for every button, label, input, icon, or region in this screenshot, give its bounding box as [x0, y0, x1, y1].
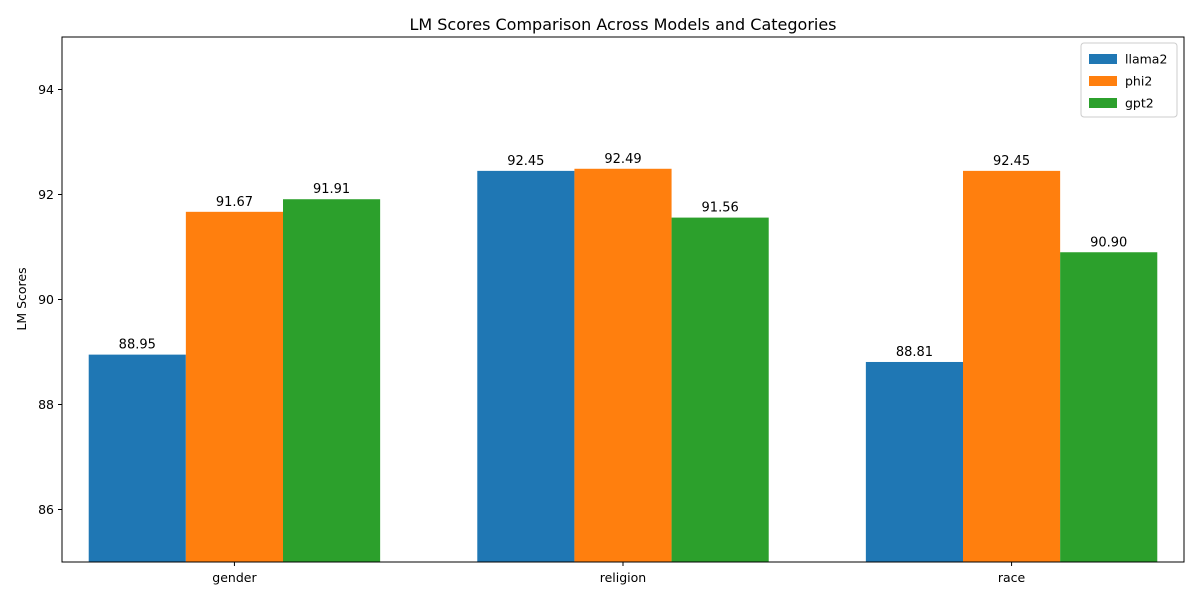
legend-swatch-phi2	[1089, 76, 1117, 86]
legend-label-gpt2: gpt2	[1125, 96, 1154, 111]
y-tick-label: 90	[38, 292, 54, 307]
value-label-llama2-race: 88.81	[896, 345, 933, 360]
y-tick-label: 88	[38, 397, 54, 412]
value-label-gpt2-religion: 91.56	[702, 201, 739, 216]
x-tick-label-religion: religion	[600, 570, 646, 585]
bar-llama2-religion	[477, 170, 575, 562]
bar-gpt2-gender	[283, 199, 381, 562]
y-axis: 86 88 90 92 94	[38, 82, 62, 517]
value-label-phi2-race: 92.45	[993, 154, 1030, 169]
plot-frame	[61, 36, 1185, 563]
value-label-phi2-gender: 91.67	[216, 195, 253, 210]
x-axis: gender religion race	[212, 562, 1026, 585]
y-tick-label: 94	[38, 82, 54, 97]
bars-layer	[88, 168, 1158, 562]
chart-title: LM Scores Comparison Across Models and C…	[409, 15, 836, 34]
value-label-llama2-religion: 92.45	[507, 154, 544, 169]
legend-label-llama2: llama2	[1125, 52, 1167, 67]
bar-phi2-gender	[185, 211, 283, 562]
bar-llama2-gender	[88, 354, 186, 562]
value-label-gpt2-gender: 91.91	[313, 182, 350, 197]
x-tick-label-gender: gender	[212, 570, 257, 585]
value-label-gpt2-race: 90.90	[1090, 235, 1127, 250]
legend-swatch-llama2	[1089, 54, 1117, 64]
value-labels-layer: 88.95 92.45 88.81 91.67 92.49 92.45 91.91 91.56…	[119, 152, 1128, 360]
legend-swatch-gpt2	[1089, 98, 1117, 108]
bar-phi2-race	[963, 170, 1061, 562]
legend-label-phi2: phi2	[1125, 74, 1152, 89]
bar-gpt2-religion	[671, 217, 769, 562]
y-tick-label: 92	[38, 187, 54, 202]
value-label-phi2-religion: 92.49	[604, 152, 641, 167]
legend: llama2 phi2 gpt2	[1080, 42, 1178, 118]
bar-gpt2-race	[1060, 252, 1158, 562]
y-tick-label: 86	[38, 502, 54, 517]
bar-phi2-religion	[574, 168, 672, 562]
x-tick-label-race: race	[998, 570, 1026, 585]
value-label-llama2-gender: 88.95	[119, 338, 156, 353]
bar-llama2-race	[865, 361, 963, 562]
y-axis-label: LM Scores	[14, 267, 29, 330]
